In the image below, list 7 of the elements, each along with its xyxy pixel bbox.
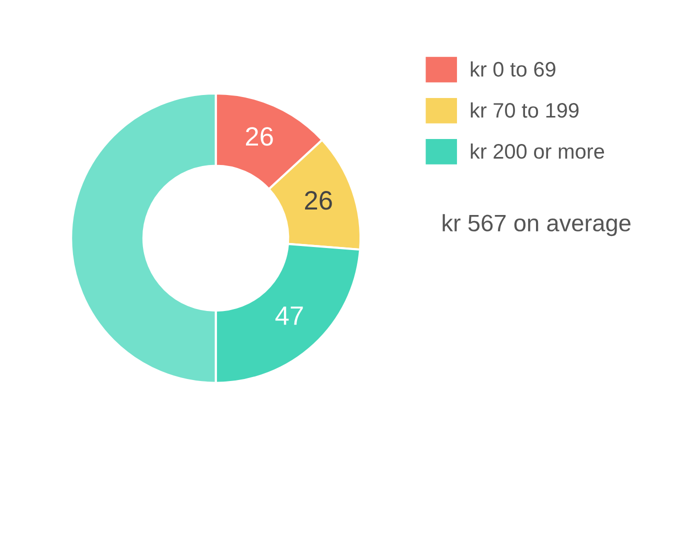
text: kr 567 on average <box>442 214 630 236</box>
data-label: 47 <box>275 306 303 325</box>
legend-label: kr 200 or more <box>470 143 604 159</box>
data-label: 26 <box>305 191 332 210</box>
legend-label: kr 70 to 199 <box>470 102 579 118</box>
legend-label: kr 0 to 69 <box>470 61 556 77</box>
data-label: 26 <box>246 127 273 146</box>
